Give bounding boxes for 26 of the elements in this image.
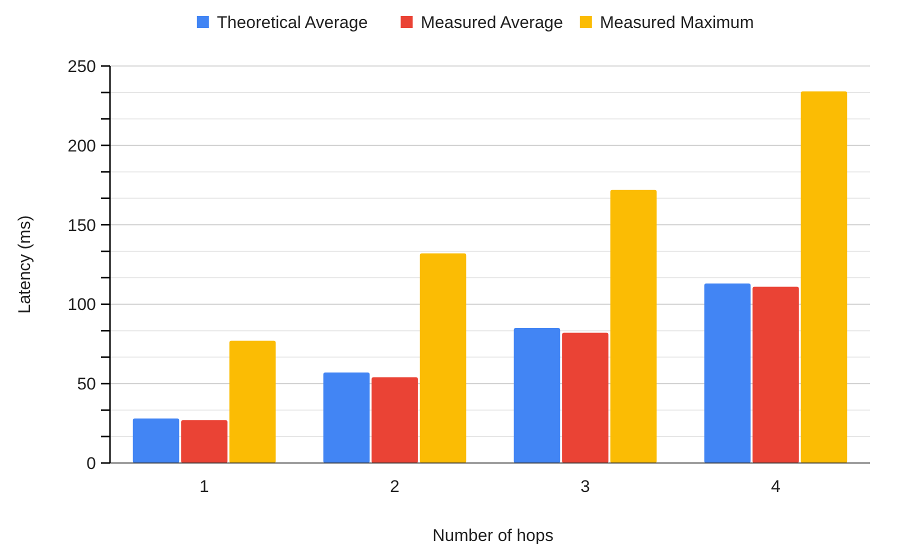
bar — [420, 253, 466, 463]
bar — [800, 91, 848, 463]
x-tick-label: 1 — [200, 477, 210, 496]
y-tick-label: 200 — [68, 136, 96, 156]
bar — [132, 418, 180, 463]
bar — [229, 340, 276, 463]
y-tick-label: 150 — [68, 216, 96, 235]
bar — [323, 372, 370, 463]
legend-label: Measured Average — [420, 13, 564, 32]
bar — [514, 328, 560, 463]
x-tick-label: 4 — [770, 477, 780, 496]
x-tick-label: 3 — [580, 477, 590, 496]
bar — [181, 420, 228, 463]
y-axis-title: Latency (ms) — [15, 215, 34, 314]
bar — [562, 332, 608, 463]
x-tick-label: 2 — [390, 477, 400, 496]
y-tick-label: 250 — [68, 56, 96, 76]
bar — [704, 284, 751, 463]
y-tick-label: 0 — [86, 454, 96, 473]
bar — [752, 286, 799, 463]
bar — [372, 377, 418, 463]
bar — [610, 190, 657, 463]
legend-label: Theoretical Average — [216, 13, 368, 32]
y-tick-label: 50 — [77, 374, 96, 394]
y-tick-label: 100 — [68, 295, 96, 314]
legend-label: Measured Maximum — [600, 13, 754, 32]
